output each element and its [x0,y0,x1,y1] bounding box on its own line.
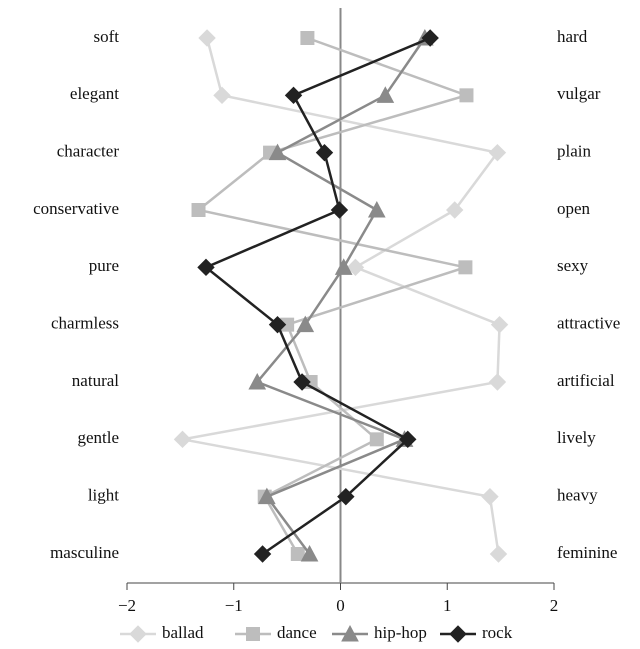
data-point [258,487,276,505]
right-label: attractive [557,314,620,333]
left-label: elegant [70,84,119,103]
right-label: feminine [557,543,617,562]
data-point [369,432,384,447]
legend-label: ballad [162,623,204,642]
right-label: open [557,199,591,218]
data-point [198,29,216,47]
data-point [293,373,311,391]
x-tick-label: −1 [225,596,243,615]
data-point [300,544,319,562]
data-point [458,260,473,275]
data-point [399,430,417,449]
data-point [173,430,192,449]
x-tick-label: −2 [118,596,136,615]
data-point [248,372,267,390]
right-label: vulgar [557,84,601,103]
data-point [421,29,439,47]
data-point [346,258,365,277]
left-label: soft [94,27,120,46]
legend-marker [341,624,359,642]
right-label: heavy [557,486,598,505]
data-point [488,143,507,162]
legend-marker [246,627,260,641]
data-point [337,487,355,506]
right-label: artificial [557,371,615,390]
legend-label: rock [482,623,513,642]
left-label: conservative [33,199,119,218]
data-point [446,201,464,219]
x-tick-label: 2 [550,596,559,615]
x-tick-label: 0 [336,596,345,615]
data-point [268,143,287,161]
data-point [191,203,206,217]
data-point [213,86,231,105]
left-label: pure [89,256,119,275]
data-point [334,258,353,275]
right-label: plain [557,142,591,161]
data-point [481,487,499,506]
data-point [300,31,315,45]
legend-marker [129,625,147,643]
data-point [290,547,305,561]
left-label: natural [72,371,119,390]
data-point [459,88,474,103]
left-label: light [88,486,119,505]
right-label: hard [557,27,588,46]
series-line [203,36,431,556]
right-label: lively [557,428,596,447]
left-label: character [57,142,120,161]
data-point [253,545,272,563]
left-label: masculine [50,543,119,562]
left-label: charmless [51,314,119,333]
legend-marker [449,625,467,643]
legend-label: hip-hop [374,623,427,642]
x-tick-label: 1 [443,596,452,615]
data-point [488,373,507,391]
data-point [284,86,303,105]
data-point [367,200,386,218]
data-point [268,315,287,334]
series-line [195,36,471,555]
data-point [490,315,509,334]
data-point [489,545,508,563]
data-point [197,258,215,277]
left-label: gentle [77,428,119,447]
data-point [296,315,315,333]
series-line [255,37,426,555]
data-point [376,86,395,103]
data-point [315,143,334,162]
legend-label: dance [277,623,317,642]
right-label: sexy [557,256,589,275]
data-point [330,201,349,219]
